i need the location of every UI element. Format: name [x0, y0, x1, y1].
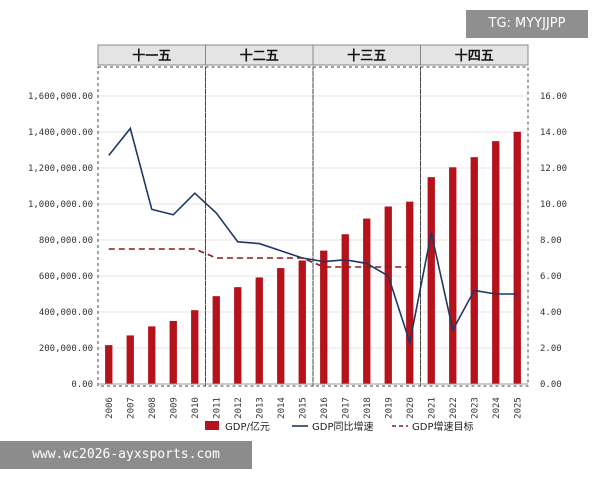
gdp-bar — [212, 296, 220, 384]
gdp-bar — [449, 167, 457, 384]
gdp-bar — [341, 234, 349, 384]
y-left-tick-label: 0.00 — [71, 380, 93, 390]
growth-lines — [108, 126, 518, 346]
x-tick-label: 2012 — [234, 397, 244, 419]
gdp-bar — [492, 141, 500, 384]
period-label: 十二五 — [240, 48, 279, 64]
y-right-tick-label: 16.00 — [540, 92, 567, 102]
x-tick-label: 2024 — [492, 397, 502, 419]
site-watermark: www.wc2026-ayxsports.com — [0, 441, 252, 469]
tg-tag: TG: MYYJJPP — [466, 10, 588, 38]
gdp-bar — [234, 287, 242, 384]
y-right-tick-label: 6.00 — [540, 272, 562, 282]
gdp-bar — [298, 260, 306, 384]
x-tick-label: 2014 — [277, 397, 287, 419]
y-left-tick-label: 1,600,000.00 — [28, 92, 93, 102]
x-tick-label: 2018 — [363, 397, 373, 419]
x-tick-label: 2019 — [384, 397, 394, 419]
gdp-bar — [191, 310, 199, 384]
gdp-bars — [105, 131, 521, 384]
period-box — [205, 66, 314, 387]
legend-label: GDP/亿元 — [225, 420, 270, 433]
y-left-tick-label: 400,000.00 — [39, 308, 93, 318]
gdp-bar — [384, 206, 392, 384]
y-left-tick-label: 800,000.00 — [39, 236, 93, 246]
y-left-tick-label: 600,000.00 — [39, 272, 93, 282]
gdp-bar — [320, 250, 328, 384]
gdp-bar — [105, 345, 113, 384]
x-tick-label: 2008 — [148, 397, 158, 419]
x-tick-label: 2023 — [470, 397, 480, 419]
y-right-tick-label: 10.00 — [540, 200, 567, 210]
growth-rate-line — [108, 126, 518, 346]
axes: 1,600,000.00 1,400,000.00 1,200,000.00 1,00… — [28, 92, 567, 419]
period-boxes: 十一五 十二五 十三五 十四五 — [97, 44, 529, 387]
x-tick-label: 2017 — [341, 397, 351, 419]
period-label: 十一五 — [132, 48, 171, 64]
y-right-tick-label: 0.00 — [540, 380, 562, 390]
x-tick-label: 2016 — [320, 397, 330, 419]
x-tick-label: 2021 — [427, 397, 437, 419]
x-tick-label: 2006 — [105, 397, 115, 419]
legend: GDP/亿元 GDP同比增速 GDP增速目标 — [205, 420, 473, 433]
legend-label: GDP增速目标 — [412, 420, 473, 433]
x-tick-label: 2007 — [126, 397, 136, 419]
period-box — [420, 66, 529, 387]
x-tick-label: 2015 — [298, 397, 308, 419]
period-box — [312, 66, 421, 387]
gdp-bar — [148, 326, 156, 384]
period-header — [420, 44, 529, 66]
x-tick-label: 2022 — [449, 397, 459, 419]
y-right-tick-label: 12.00 — [540, 164, 567, 174]
gdp-bar — [363, 218, 371, 384]
gdp-bar — [427, 177, 435, 384]
y-left-tick-label: 1,400,000.00 — [28, 128, 93, 138]
period-box — [97, 66, 206, 387]
gdp-bar — [126, 335, 134, 384]
y-right-tick-label: 8.00 — [540, 236, 562, 246]
legend-label: GDP同比增速 — [312, 420, 373, 433]
y-left-tick-label: 1,000,000.00 — [28, 200, 93, 210]
gdp-bar — [406, 201, 414, 384]
x-tick-label: 2010 — [191, 397, 201, 419]
growth-target-line — [108, 248, 410, 268]
x-tick-label: 2011 — [212, 397, 222, 419]
y-right-tick-label: 14.00 — [540, 128, 567, 138]
x-tick-label: 2009 — [169, 397, 179, 419]
legend-swatch-gdp — [205, 421, 219, 430]
period-label: 十三五 — [347, 48, 386, 64]
gdp-bar — [513, 131, 521, 384]
y-right-tick-label: 4.00 — [540, 308, 562, 318]
x-tick-label: 2013 — [255, 397, 265, 419]
gdp-bar — [255, 277, 263, 384]
gdp-bar — [470, 157, 478, 384]
gdp-bar — [169, 321, 177, 384]
x-tick-label: 2020 — [406, 397, 416, 419]
y-left-tick-label: 1,200,000.00 — [28, 164, 93, 174]
gdp-bar — [277, 268, 285, 384]
y-left-tick-label: 200,000.00 — [39, 344, 93, 354]
period-label: 十四五 — [455, 48, 494, 64]
x-tick-label: 2025 — [513, 397, 523, 419]
y-right-tick-label: 2.00 — [540, 344, 562, 354]
